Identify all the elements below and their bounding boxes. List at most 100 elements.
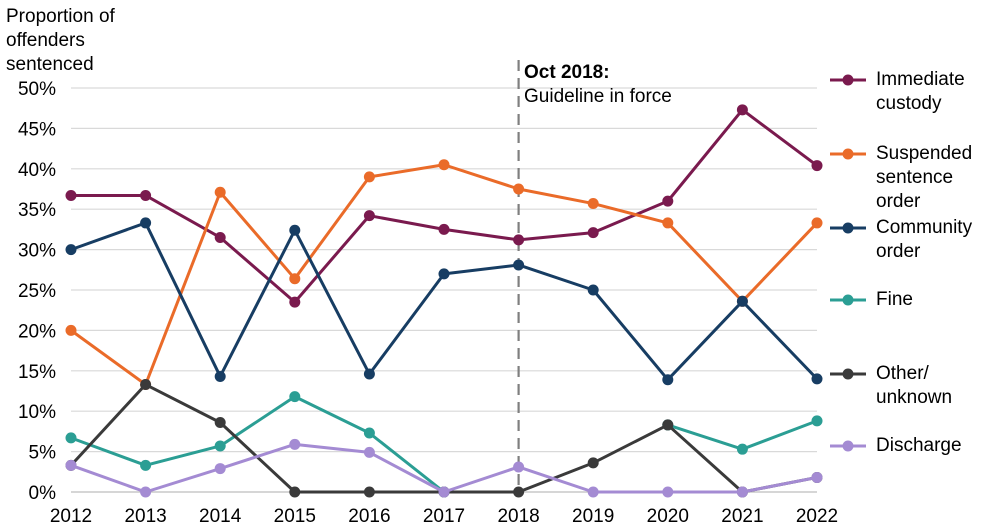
legend-marker xyxy=(842,74,854,86)
data-point xyxy=(140,189,152,201)
data-point xyxy=(662,374,674,386)
y-tick-label: 5% xyxy=(29,443,57,464)
data-point xyxy=(363,368,375,380)
legend-label: custody xyxy=(876,93,942,114)
data-point xyxy=(214,463,226,475)
data-point xyxy=(736,486,748,498)
x-tick-label: 2016 xyxy=(348,506,390,527)
data-point xyxy=(140,486,152,498)
x-tick-label: 2014 xyxy=(199,506,242,527)
data-point xyxy=(811,217,823,229)
data-point xyxy=(438,223,450,235)
data-point xyxy=(736,295,748,307)
series-line xyxy=(70,395,445,494)
data-point xyxy=(438,486,450,498)
data-point xyxy=(513,461,525,473)
annotation-text: Guideline in force xyxy=(524,86,672,107)
data-point xyxy=(363,486,375,498)
y-axis-title-line: sentenced xyxy=(6,54,94,75)
legend-label: Community xyxy=(876,217,973,238)
data-point xyxy=(140,217,152,229)
legend-markers xyxy=(830,74,866,452)
data-point xyxy=(513,259,525,271)
legend-label: Suspended xyxy=(876,143,973,164)
legend-label: order xyxy=(876,191,921,212)
y-tick-label: 25% xyxy=(18,281,56,302)
data-point xyxy=(736,104,748,116)
y-tick-label: 35% xyxy=(18,200,56,221)
y-tick-labels: 0% 5% 10% 15% 20% 25% 30% 35% 40% 45% 50% xyxy=(18,79,56,504)
series-group xyxy=(65,104,823,308)
y-tick-label: 15% xyxy=(18,362,56,383)
y-axis-title-line: Proportion of xyxy=(6,6,115,27)
y-tick-label: 10% xyxy=(18,402,56,423)
data-point xyxy=(662,419,674,431)
data-point xyxy=(214,417,226,429)
data-point xyxy=(214,231,226,243)
x-tick-label: 2022 xyxy=(796,506,838,527)
annotation-title: Oct 2018: xyxy=(524,62,610,83)
data-point xyxy=(513,183,525,195)
data-point xyxy=(662,195,674,207)
data-point xyxy=(289,224,301,236)
legend-label: order xyxy=(876,241,921,262)
data-point xyxy=(65,244,77,256)
data-point xyxy=(363,171,375,183)
legend-marker xyxy=(842,368,854,380)
data-point xyxy=(214,370,226,382)
data-point xyxy=(662,486,674,498)
data-point xyxy=(289,391,301,403)
data-point xyxy=(140,379,152,391)
data-point xyxy=(65,189,77,201)
legend-marker xyxy=(842,440,854,452)
legend-marker xyxy=(842,294,854,306)
series-line xyxy=(70,221,819,382)
data-point xyxy=(289,486,301,498)
data-point xyxy=(214,440,226,452)
legend-label: Other/ xyxy=(876,363,929,384)
data-point xyxy=(513,234,525,246)
data-point xyxy=(289,438,301,450)
data-point xyxy=(438,159,450,171)
data-point xyxy=(587,198,599,210)
y-tick-label: 40% xyxy=(18,160,56,181)
series-group xyxy=(65,438,823,498)
data-point xyxy=(513,486,525,498)
series-group xyxy=(65,159,823,391)
x-tick-label: 2018 xyxy=(497,506,539,527)
data-point xyxy=(811,160,823,172)
y-tick-label: 20% xyxy=(18,321,56,342)
x-tick-label: 2012 xyxy=(50,506,92,527)
x-tick-label: 2015 xyxy=(274,506,316,527)
legend-marker xyxy=(842,222,854,234)
legend-label: sentence xyxy=(876,167,954,188)
data-point xyxy=(289,296,301,308)
data-point xyxy=(289,273,301,285)
x-tick-label: 2019 xyxy=(572,506,614,527)
y-tick-label: 45% xyxy=(18,119,56,140)
data-point xyxy=(363,446,375,458)
y-tick-label: 50% xyxy=(18,79,56,100)
data-point xyxy=(214,186,226,198)
data-point xyxy=(65,432,77,444)
x-tick-label: 2013 xyxy=(124,506,166,527)
data-point xyxy=(587,457,599,469)
data-point xyxy=(65,324,77,336)
legend-label: unknown xyxy=(876,387,953,408)
data-point xyxy=(587,284,599,296)
y-axis-title-line: offenders xyxy=(6,30,85,51)
data-point xyxy=(736,443,748,455)
y-tick-label: 0% xyxy=(29,483,57,504)
data-point xyxy=(811,471,823,483)
data-point xyxy=(662,217,674,229)
x-tick-label: 2020 xyxy=(647,506,689,527)
data-point xyxy=(140,459,152,471)
legend-label: Discharge xyxy=(876,435,962,456)
legend-label: Immediate xyxy=(876,69,965,90)
y-tick-label: 30% xyxy=(18,241,56,262)
data-point xyxy=(587,486,599,498)
x-tick-label: 2021 xyxy=(721,506,763,527)
x-tick-label: 2017 xyxy=(423,506,465,527)
data-point xyxy=(363,427,375,439)
